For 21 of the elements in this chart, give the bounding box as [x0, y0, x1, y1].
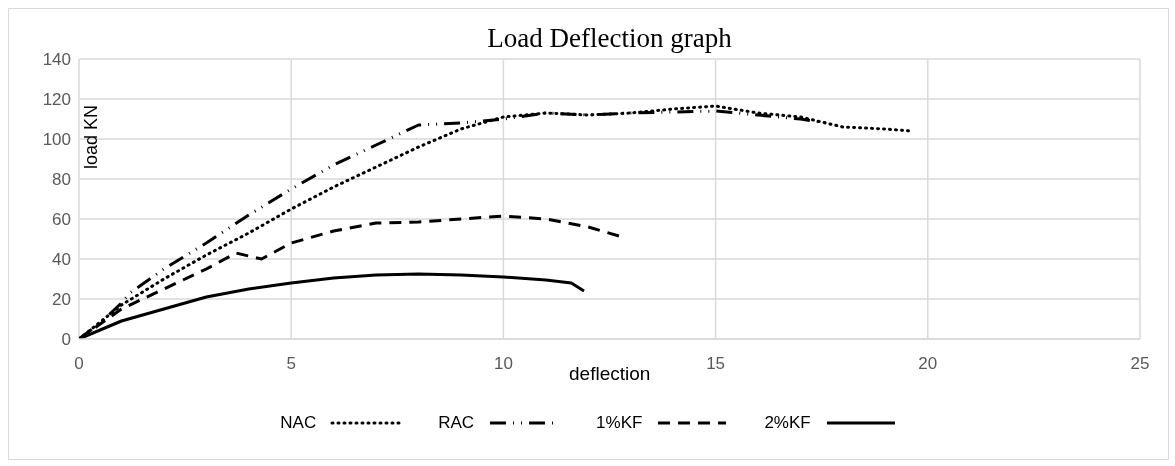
legend-label: RAC — [438, 413, 475, 433]
y-tick-label: 100 — [42, 130, 71, 150]
x-tick-label: 15 — [706, 354, 726, 374]
y-tick-label: 140 — [42, 50, 71, 70]
x-axis-title: deflection — [569, 363, 651, 384]
legend-label: NAC — [280, 413, 317, 433]
x-tick-label: 10 — [493, 354, 513, 374]
x-tick-label: 0 — [74, 354, 84, 374]
chart-title: Load Deflection graph — [486, 23, 733, 54]
y-tick-label: 80 — [52, 170, 71, 190]
y-tick-label: 20 — [52, 290, 71, 310]
y-tick-label: 0 — [61, 330, 71, 350]
y-axis-title: load KN — [81, 104, 102, 169]
legend-label: 1%KF — [596, 413, 643, 433]
legend-label: 2%KF — [764, 413, 811, 433]
x-tick-label: 20 — [918, 354, 938, 374]
y-tick-label: 60 — [52, 210, 71, 230]
y-tick-label: 120 — [42, 90, 71, 110]
x-tick-label: 25 — [1130, 354, 1150, 374]
x-tick-label: 5 — [286, 354, 296, 374]
y-tick-label: 40 — [52, 250, 71, 270]
